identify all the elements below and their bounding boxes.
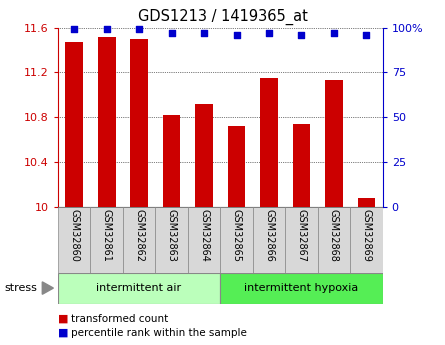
Text: ■: ■ bbox=[58, 314, 69, 324]
Text: stress: stress bbox=[4, 283, 37, 293]
Bar bbox=[58, 207, 90, 273]
Text: GSM32862: GSM32862 bbox=[134, 209, 144, 262]
Text: GSM32860: GSM32860 bbox=[69, 209, 79, 262]
Bar bbox=[123, 207, 155, 273]
Text: GSM32864: GSM32864 bbox=[199, 209, 209, 262]
Text: GSM32868: GSM32868 bbox=[329, 209, 339, 262]
Point bbox=[135, 27, 142, 32]
Text: GSM32863: GSM32863 bbox=[166, 209, 177, 262]
Bar bbox=[195, 104, 213, 207]
Bar bbox=[350, 207, 383, 273]
Bar bbox=[155, 207, 188, 273]
Bar bbox=[162, 115, 181, 207]
Point bbox=[330, 30, 337, 36]
Point bbox=[103, 27, 110, 32]
Bar bbox=[357, 198, 376, 207]
Bar bbox=[188, 207, 220, 273]
Text: GDS1213 / 1419365_at: GDS1213 / 1419365_at bbox=[138, 9, 307, 25]
Text: ■: ■ bbox=[58, 328, 69, 338]
Bar bbox=[285, 207, 318, 273]
Bar bbox=[227, 126, 246, 207]
Point bbox=[363, 32, 370, 38]
Bar bbox=[260, 78, 278, 207]
Bar bbox=[292, 124, 311, 207]
Point bbox=[233, 32, 240, 38]
Bar bbox=[65, 42, 83, 207]
Text: transformed count: transformed count bbox=[71, 314, 169, 324]
Bar bbox=[130, 39, 148, 207]
Bar bbox=[220, 207, 253, 273]
Bar bbox=[325, 80, 343, 207]
Text: percentile rank within the sample: percentile rank within the sample bbox=[71, 328, 247, 338]
Text: GSM32866: GSM32866 bbox=[264, 209, 274, 262]
Point bbox=[70, 27, 78, 32]
Point bbox=[298, 32, 305, 38]
Bar bbox=[318, 207, 350, 273]
Bar bbox=[220, 273, 383, 304]
Text: intermittent air: intermittent air bbox=[97, 283, 182, 293]
Text: GSM32865: GSM32865 bbox=[231, 209, 242, 262]
Text: GSM32869: GSM32869 bbox=[361, 209, 372, 262]
Point bbox=[265, 30, 272, 36]
Text: GSM32861: GSM32861 bbox=[101, 209, 112, 262]
Text: GSM32867: GSM32867 bbox=[296, 209, 307, 262]
Bar bbox=[97, 37, 116, 207]
Bar bbox=[253, 207, 285, 273]
Text: intermittent hypoxia: intermittent hypoxia bbox=[244, 283, 359, 293]
Point bbox=[200, 30, 207, 36]
Point bbox=[168, 30, 175, 36]
Bar bbox=[90, 207, 123, 273]
Bar bbox=[58, 273, 220, 304]
